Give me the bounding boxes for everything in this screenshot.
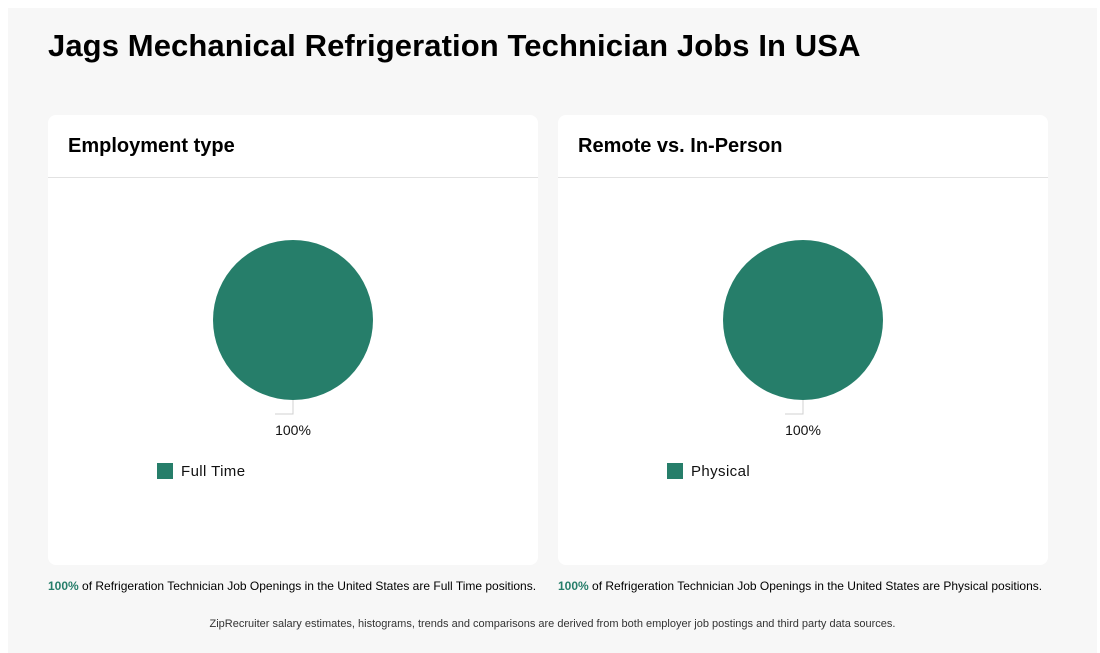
employment-type-title: Employment type bbox=[68, 134, 235, 157]
legend-swatch bbox=[157, 463, 173, 479]
page-container: Jags Mechanical Refrigeration Technician… bbox=[8, 8, 1097, 653]
employment-type-card: Employment type 100% Full Time bbox=[48, 115, 538, 565]
pie-data-label: 100% bbox=[275, 422, 311, 438]
pie-data-label: 100% bbox=[785, 422, 821, 438]
card-header: Remote vs. In-Person bbox=[558, 115, 1048, 178]
caption-percentage: 100% bbox=[558, 579, 589, 593]
remote-vs-in-person-title: Remote vs. In-Person bbox=[578, 134, 783, 157]
card-header: Employment type bbox=[48, 115, 538, 178]
remote-vs-in-person-caption: 100% of Refrigeration Technician Job Ope… bbox=[558, 579, 1042, 593]
pie-slice-physical bbox=[723, 240, 883, 400]
employment-type-pie-chart: 100% Full Time bbox=[157, 240, 373, 480]
data-label-leader-line bbox=[785, 400, 804, 415]
legend-label: Full Time bbox=[181, 463, 245, 480]
remote-vs-in-person-pie-chart: 100% Physical bbox=[667, 240, 883, 480]
caption-text: of Refrigeration Technician Job Openings… bbox=[78, 579, 537, 593]
remote-vs-in-person-card: Remote vs. In-Person 100% Physical bbox=[558, 115, 1048, 565]
data-label-leader-line bbox=[275, 400, 294, 415]
caption-percentage: 100% bbox=[48, 579, 79, 593]
caption-text: of Refrigeration Technician Job Openings… bbox=[588, 579, 1043, 593]
employment-type-caption: 100% of Refrigeration Technician Job Ope… bbox=[48, 579, 536, 593]
page-title: Jags Mechanical Refrigeration Technician… bbox=[48, 28, 861, 63]
legend-label: Physical bbox=[691, 463, 750, 480]
footer-disclaimer: ZipRecruiter salary estimates, histogram… bbox=[209, 618, 896, 630]
legend-swatch bbox=[667, 463, 683, 479]
pie-slice-full-time bbox=[213, 240, 373, 400]
